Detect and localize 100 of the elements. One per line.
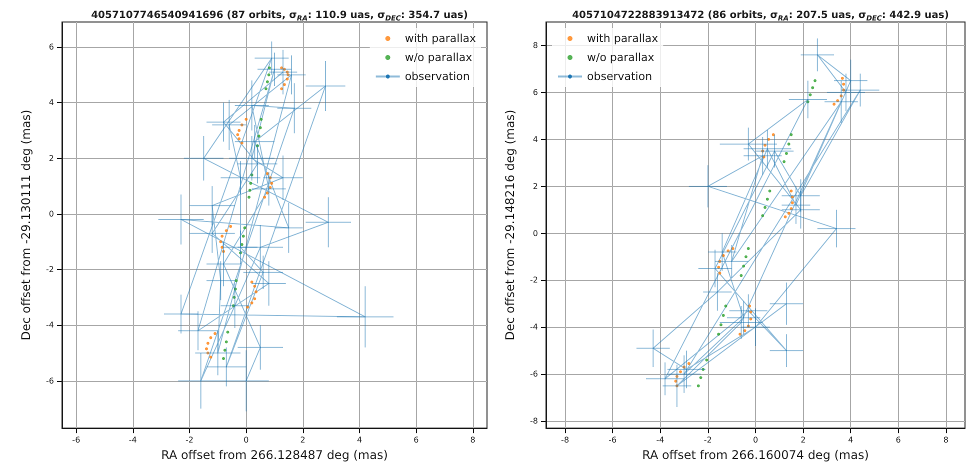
- point: [790, 201, 794, 204]
- point: [705, 358, 708, 362]
- x-tick-label: 2: [300, 436, 306, 445]
- x-tick-label: 0: [244, 436, 249, 445]
- x-tick-label: -2: [704, 436, 712, 445]
- point: [267, 73, 270, 76]
- point: [214, 332, 216, 336]
- point: [206, 352, 210, 354]
- point: [232, 296, 236, 299]
- point: [719, 323, 722, 326]
- point: [766, 198, 769, 201]
- point: [254, 290, 258, 294]
- point: [814, 79, 817, 82]
- y-tick-label: -4: [530, 322, 538, 332]
- x-tick-label: -6: [72, 436, 80, 445]
- point: [772, 133, 775, 136]
- point: [270, 182, 274, 185]
- y-tick-label: -6: [46, 376, 54, 386]
- x-tick-label: 2: [800, 436, 806, 445]
- point: [749, 317, 752, 320]
- point: [250, 280, 254, 284]
- point: [250, 301, 254, 304]
- point: [836, 99, 840, 102]
- x-axis-title: RA offset from 266.128487 deg (mas): [161, 448, 388, 462]
- point: [682, 366, 686, 369]
- point: [675, 384, 678, 388]
- point: [718, 260, 722, 263]
- point: [266, 172, 269, 176]
- point: [282, 68, 286, 71]
- point: [764, 206, 767, 209]
- point: [248, 196, 250, 199]
- legend-label: w/o parallax: [587, 51, 655, 64]
- point: [236, 133, 240, 136]
- point: [220, 234, 224, 238]
- point: [257, 134, 260, 138]
- y-tick-label: 2: [532, 182, 538, 191]
- legend-label: with parallax: [587, 32, 659, 45]
- point: [222, 250, 225, 253]
- point: [206, 342, 210, 345]
- point: [726, 249, 730, 252]
- point: [790, 133, 793, 136]
- y-tick-label: 6: [48, 42, 54, 52]
- point: [282, 83, 286, 86]
- x-tick-label: -8: [561, 436, 570, 445]
- point: [840, 76, 844, 80]
- point: [790, 195, 794, 198]
- y-tick-label: 6: [532, 88, 538, 97]
- point: [226, 330, 230, 334]
- y-tick-label: -2: [46, 265, 54, 274]
- point: [234, 288, 237, 291]
- point: [679, 370, 682, 374]
- point: [266, 192, 269, 195]
- point: [268, 66, 271, 70]
- x-tick-label: 4: [848, 436, 854, 445]
- point: [280, 66, 284, 70]
- x-tick-label: 8: [470, 436, 476, 445]
- y-axis-title: Dec offset from -29.148216 deg (mas): [503, 110, 517, 340]
- point: [764, 144, 767, 147]
- point: [842, 88, 846, 92]
- x-tick-label: -6: [608, 436, 617, 445]
- point: [240, 141, 244, 144]
- x-tick-label: -2: [186, 436, 194, 445]
- point: [806, 100, 810, 104]
- point: [268, 176, 272, 180]
- point: [264, 87, 268, 90]
- point: [286, 70, 289, 74]
- point: [749, 310, 752, 314]
- point: [787, 142, 790, 146]
- y-tick-label: 4: [48, 98, 54, 108]
- point: [238, 128, 241, 132]
- y-axis-title: Dec offset from -29.130111 deg (mas): [19, 110, 33, 340]
- point: [263, 196, 266, 199]
- x-tick-label: 6: [414, 436, 419, 445]
- point: [258, 126, 262, 130]
- point: [256, 144, 259, 148]
- x-tick-label: 4: [356, 436, 362, 445]
- point: [249, 182, 252, 185]
- point: [722, 254, 725, 258]
- point: [790, 190, 793, 193]
- point: [748, 304, 752, 308]
- point: [240, 243, 244, 246]
- point: [229, 224, 232, 228]
- point: [761, 150, 764, 153]
- point: [220, 246, 224, 249]
- point: [224, 229, 228, 232]
- point: [724, 304, 728, 308]
- point: [280, 87, 284, 90]
- point: [746, 247, 750, 250]
- x-tick-label: -4: [128, 436, 137, 445]
- point: [699, 376, 702, 380]
- point: [246, 306, 250, 309]
- point: [286, 73, 290, 76]
- point: [742, 264, 746, 268]
- point: [768, 190, 772, 193]
- point: [784, 152, 788, 155]
- legend-label: observation: [587, 70, 652, 83]
- point: [239, 251, 242, 254]
- point: [260, 118, 263, 121]
- point: [811, 86, 814, 90]
- point: [205, 347, 208, 350]
